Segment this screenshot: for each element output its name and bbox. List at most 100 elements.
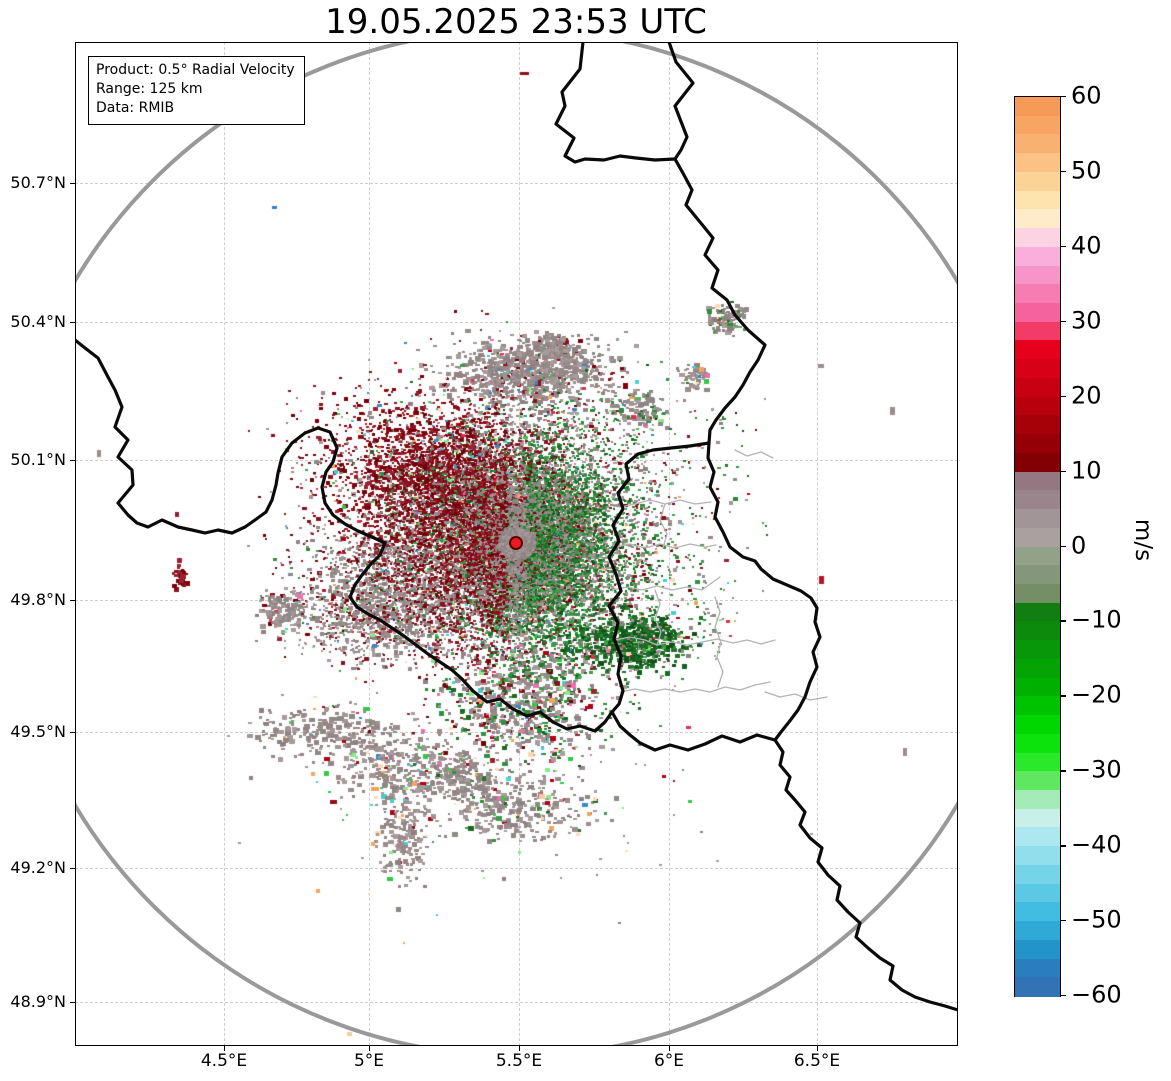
colorbar-tick (1060, 770, 1066, 772)
lat-tick-label: 50.4°N (10, 312, 66, 331)
colorbar-band (1015, 359, 1060, 379)
lon-tick-label: 5.5°E (495, 1051, 543, 1071)
region-border-path (714, 596, 724, 688)
lat-tick-label: 49.5°N (10, 722, 66, 741)
region-border-path (614, 543, 717, 549)
region-border-path (734, 449, 774, 459)
colorbar-band (1015, 902, 1060, 922)
colorbar-tick-label: 40 (1071, 231, 1102, 260)
y-axis-tick (70, 732, 75, 734)
colorbar-tick-label: −60 (1071, 980, 1122, 1009)
colorbar-tick-label: −10 (1071, 605, 1122, 634)
colorbar-band (1015, 321, 1060, 342)
map-borders-svg (75, 42, 958, 1046)
colorbar-band (1015, 640, 1060, 660)
colorbar-tick-label: 10 (1071, 456, 1102, 485)
y-axis-tick (70, 600, 75, 602)
country-border-path (607, 441, 711, 714)
colorbar-tick-label: 30 (1071, 306, 1102, 335)
colorbar-band (1015, 602, 1060, 623)
y-axis-tick (70, 460, 75, 462)
colorbar-band (1015, 115, 1060, 136)
lon-tick-label: 4.5°E (200, 1051, 248, 1071)
colorbar-band (1015, 434, 1060, 454)
colorbar-band (1015, 752, 1060, 772)
country-border-path (554, 42, 677, 164)
colorbar-band (1015, 171, 1060, 192)
lat-tick-label: 50.1°N (10, 450, 66, 469)
country-border-path (773, 738, 958, 1012)
info-box: Product: 0.5° Radial Velocity Range: 125… (88, 56, 305, 125)
y-axis-tick (70, 322, 75, 324)
colorbar-band (1015, 527, 1060, 548)
colorbar-tick (1060, 470, 1066, 472)
country-border-path (75, 338, 614, 733)
colorbar-band (1015, 340, 1060, 360)
info-line-product: Product: 0.5° Radial Velocity (96, 62, 295, 78)
colorbar-tick-label: −30 (1071, 755, 1122, 784)
colorbar-band (1015, 921, 1060, 941)
colorbar-band (1015, 134, 1060, 154)
colorbar-band (1015, 377, 1060, 398)
colorbar-band (1015, 771, 1060, 791)
lon-tick-label: 6°E (653, 1051, 685, 1071)
colorbar-tick (1060, 545, 1066, 547)
colorbar-band (1015, 846, 1060, 866)
colorbar-tick (1060, 620, 1066, 622)
colorbar-band (1015, 715, 1060, 735)
lon-tick-label: 6.5°E (793, 1051, 841, 1071)
colorbar-band (1015, 808, 1060, 829)
colorbar-band (1015, 190, 1060, 210)
country-border-path (673, 157, 767, 445)
colorbar-band (1015, 939, 1060, 960)
colorbar-tick-label: 0 (1071, 530, 1087, 559)
colorbar-band (1015, 415, 1060, 435)
colorbar-tick-label: −50 (1071, 905, 1122, 934)
colorbar-tick (1060, 845, 1066, 847)
y-axis-tick (70, 1002, 75, 1004)
colorbar-band (1015, 209, 1060, 229)
lat-tick-label: 48.9°N (10, 992, 66, 1011)
colorbar-band (1015, 733, 1060, 754)
colorbar-band (1015, 583, 1060, 604)
lat-tick-label: 49.8°N (10, 590, 66, 609)
colorbar-tick (1060, 920, 1066, 922)
country-border-path (667, 42, 695, 161)
info-line-data: Data: RMIB (96, 100, 175, 116)
x-axis-tick (224, 1046, 226, 1051)
y-axis-tick (70, 183, 75, 185)
region-border-path (654, 589, 662, 646)
x-axis-tick (519, 1046, 521, 1051)
country-border-path (706, 441, 822, 742)
colorbar-band (1015, 303, 1060, 323)
colorbar-tick (1060, 245, 1066, 248)
colorbar-tick-label: 50 (1071, 156, 1102, 185)
plot-area: Product: 0.5° Radial Velocity Range: 125… (75, 42, 958, 1046)
region-border-path (619, 681, 771, 693)
country-border-path (610, 710, 777, 752)
lat-tick-label: 50.7°N (10, 173, 66, 192)
colorbar-tick (1060, 320, 1066, 323)
colorbar-band (1015, 97, 1060, 117)
colorbar-tick-label: −20 (1071, 680, 1122, 709)
radar-site-dot (509, 536, 523, 550)
colorbar-band (1015, 284, 1060, 304)
x-axis-tick (817, 1046, 819, 1051)
colorbar-band (1015, 228, 1060, 248)
colorbar-band (1015, 658, 1060, 679)
info-line-range: Range: 125 km (96, 81, 203, 97)
colorbar-band (1015, 452, 1060, 473)
colorbar-band (1015, 246, 1060, 267)
colorbar-tick-label: −40 (1071, 830, 1122, 859)
colorbar-band (1015, 490, 1060, 510)
colorbar-band (1015, 621, 1060, 641)
page-title: 19.05.2025 23:53 UTC (325, 2, 707, 42)
colorbar-band (1015, 546, 1060, 566)
colorbar-band (1015, 958, 1060, 978)
colorbar-tick (1060, 995, 1066, 997)
colorbar-tick-label: 60 (1071, 81, 1102, 110)
region-border-path (659, 503, 668, 549)
colorbar-band (1015, 883, 1060, 903)
y-axis-tick (70, 868, 75, 870)
